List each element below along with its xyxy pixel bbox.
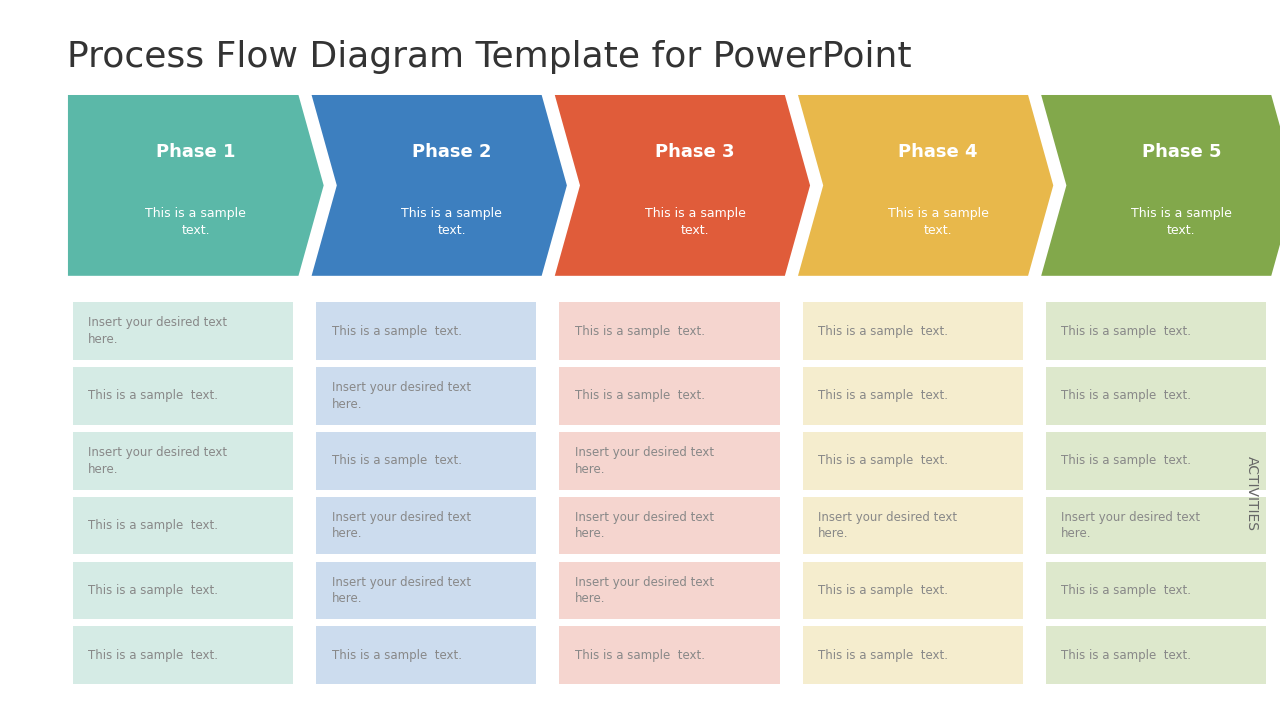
Text: This is a sample  text.: This is a sample text. [1061, 649, 1192, 662]
FancyBboxPatch shape [1046, 562, 1266, 619]
Text: Insert your desired text
here.: Insert your desired text here. [575, 446, 714, 475]
Text: This is a sample  text.: This is a sample text. [818, 584, 948, 597]
Text: This is a sample  text.: This is a sample text. [818, 390, 948, 402]
FancyBboxPatch shape [803, 367, 1023, 425]
Text: This is a sample  text.: This is a sample text. [88, 649, 219, 662]
Polygon shape [1039, 94, 1280, 277]
Text: Insert your desired text
here.: Insert your desired text here. [88, 317, 228, 346]
Text: This is a sample  text.: This is a sample text. [575, 325, 705, 338]
Text: This is a sample  text.: This is a sample text. [818, 649, 948, 662]
FancyBboxPatch shape [803, 497, 1023, 554]
FancyBboxPatch shape [559, 497, 780, 554]
FancyBboxPatch shape [803, 562, 1023, 619]
Text: This is a sample
text.: This is a sample text. [645, 207, 745, 237]
FancyBboxPatch shape [559, 302, 780, 360]
FancyBboxPatch shape [803, 432, 1023, 490]
Polygon shape [796, 94, 1055, 277]
Text: This is a sample  text.: This is a sample text. [88, 584, 219, 597]
Text: This is a sample  text.: This is a sample text. [88, 519, 219, 532]
FancyBboxPatch shape [316, 497, 536, 554]
Text: ACTIVITIES: ACTIVITIES [1245, 456, 1258, 531]
FancyBboxPatch shape [316, 562, 536, 619]
FancyBboxPatch shape [73, 497, 293, 554]
Text: Insert your desired text
here.: Insert your desired text here. [575, 576, 714, 605]
Text: This is a sample  text.: This is a sample text. [575, 649, 705, 662]
Text: This is a sample  text.: This is a sample text. [1061, 390, 1192, 402]
Text: This is a sample
text.: This is a sample text. [1132, 207, 1231, 237]
FancyBboxPatch shape [1046, 432, 1266, 490]
Text: This is a sample  text.: This is a sample text. [575, 390, 705, 402]
Polygon shape [553, 94, 812, 277]
FancyBboxPatch shape [316, 626, 536, 684]
FancyBboxPatch shape [803, 626, 1023, 684]
Text: This is a sample  text.: This is a sample text. [332, 454, 462, 467]
FancyBboxPatch shape [316, 302, 536, 360]
Text: This is a sample  text.: This is a sample text. [332, 649, 462, 662]
FancyBboxPatch shape [316, 367, 536, 425]
Text: Insert your desired text
here.: Insert your desired text here. [818, 511, 957, 540]
Text: Process Flow Diagram Template for PowerPoint: Process Flow Diagram Template for PowerP… [67, 40, 911, 73]
Text: Insert your desired text
here.: Insert your desired text here. [575, 511, 714, 540]
Text: Insert your desired text
here.: Insert your desired text here. [88, 446, 228, 475]
FancyBboxPatch shape [73, 562, 293, 619]
Text: This is a sample  text.: This is a sample text. [1061, 325, 1192, 338]
Polygon shape [310, 94, 568, 277]
Text: Insert your desired text
here.: Insert your desired text here. [1061, 511, 1201, 540]
Text: This is a sample  text.: This is a sample text. [1061, 584, 1192, 597]
Text: This is a sample  text.: This is a sample text. [818, 325, 948, 338]
Text: This is a sample
text.: This is a sample text. [888, 207, 988, 237]
Text: Phase 3: Phase 3 [655, 143, 735, 161]
FancyBboxPatch shape [559, 626, 780, 684]
FancyBboxPatch shape [73, 432, 293, 490]
FancyBboxPatch shape [559, 432, 780, 490]
Text: This is a sample  text.: This is a sample text. [1061, 454, 1192, 467]
Text: This is a sample
text.: This is a sample text. [146, 207, 246, 237]
Text: Insert your desired text
here.: Insert your desired text here. [332, 576, 471, 605]
Polygon shape [67, 94, 325, 277]
FancyBboxPatch shape [73, 367, 293, 425]
FancyBboxPatch shape [73, 626, 293, 684]
Text: This is a sample  text.: This is a sample text. [88, 390, 219, 402]
Text: This is a sample  text.: This is a sample text. [332, 325, 462, 338]
Text: Phase 4: Phase 4 [899, 143, 978, 161]
FancyBboxPatch shape [1046, 302, 1266, 360]
Text: Insert your desired text
here.: Insert your desired text here. [332, 382, 471, 410]
Text: This is a sample  text.: This is a sample text. [818, 454, 948, 467]
Text: This is a sample
text.: This is a sample text. [402, 207, 502, 237]
FancyBboxPatch shape [316, 432, 536, 490]
FancyBboxPatch shape [559, 367, 780, 425]
FancyBboxPatch shape [1046, 626, 1266, 684]
Text: Insert your desired text
here.: Insert your desired text here. [332, 511, 471, 540]
FancyBboxPatch shape [1046, 497, 1266, 554]
FancyBboxPatch shape [1046, 367, 1266, 425]
Text: Phase 5: Phase 5 [1142, 143, 1221, 161]
Text: Phase 2: Phase 2 [412, 143, 492, 161]
Text: Phase 1: Phase 1 [156, 143, 236, 161]
FancyBboxPatch shape [73, 302, 293, 360]
FancyBboxPatch shape [559, 562, 780, 619]
FancyBboxPatch shape [803, 302, 1023, 360]
